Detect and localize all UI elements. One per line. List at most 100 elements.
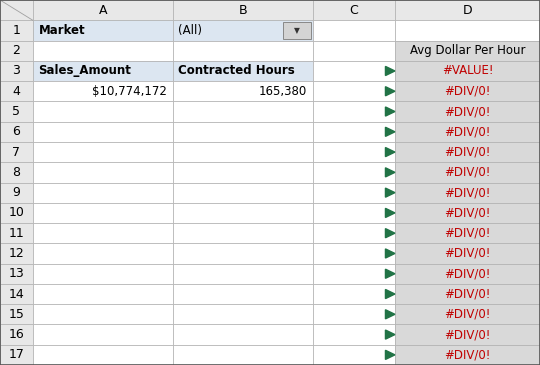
Bar	[313, 345, 395, 365]
Text: 165,380: 165,380	[259, 85, 307, 98]
Text: #DIV/0!: #DIV/0!	[444, 207, 491, 219]
Polygon shape	[386, 168, 395, 177]
Polygon shape	[386, 127, 395, 137]
Text: #DIV/0!: #DIV/0!	[444, 267, 491, 280]
Text: #DIV/0!: #DIV/0!	[444, 247, 491, 260]
Text: Market: Market	[38, 24, 85, 37]
Bar	[33, 304, 173, 324]
Bar	[0, 284, 33, 304]
Bar	[33, 142, 173, 162]
Bar	[313, 223, 395, 243]
Text: #DIV/0!: #DIV/0!	[444, 227, 491, 240]
Text: 5: 5	[12, 105, 21, 118]
Bar	[173, 243, 313, 264]
Bar	[284, 22, 311, 39]
Bar	[313, 304, 395, 324]
Text: 12: 12	[9, 247, 24, 260]
Bar	[173, 20, 313, 41]
Text: D: D	[463, 4, 472, 17]
Text: 4: 4	[12, 85, 21, 98]
Bar	[395, 101, 540, 122]
Text: #DIV/0!: #DIV/0!	[444, 146, 491, 158]
Polygon shape	[386, 330, 395, 339]
Bar	[173, 182, 313, 203]
Bar	[33, 243, 173, 264]
Bar	[313, 182, 395, 203]
Bar	[0, 41, 33, 61]
Text: 7: 7	[12, 146, 21, 158]
Bar	[33, 81, 173, 101]
Bar	[0, 223, 33, 243]
Text: 1: 1	[12, 24, 21, 37]
Bar	[395, 162, 540, 182]
Bar	[33, 122, 173, 142]
Polygon shape	[386, 208, 395, 218]
Text: A: A	[99, 4, 107, 17]
Bar	[173, 203, 313, 223]
Text: 8: 8	[12, 166, 21, 179]
Bar	[173, 304, 313, 324]
Bar	[0, 162, 33, 182]
Bar	[313, 61, 395, 81]
Bar	[33, 264, 173, 284]
Bar	[313, 101, 395, 122]
Text: #DIV/0!: #DIV/0!	[444, 288, 491, 300]
Text: 2: 2	[12, 44, 21, 57]
Bar	[33, 223, 173, 243]
Text: #VALUE!: #VALUE!	[442, 65, 493, 77]
Text: B: B	[239, 4, 247, 17]
Bar	[395, 284, 540, 304]
Text: #DIV/0!: #DIV/0!	[444, 186, 491, 199]
Text: #DIV/0!: #DIV/0!	[444, 308, 491, 321]
Bar	[173, 41, 313, 61]
Polygon shape	[386, 350, 395, 360]
Polygon shape	[386, 188, 395, 197]
Text: 9: 9	[12, 186, 21, 199]
Bar	[395, 243, 540, 264]
Bar	[173, 81, 313, 101]
Polygon shape	[386, 66, 395, 76]
Bar	[0, 122, 33, 142]
Bar	[33, 345, 173, 365]
Bar	[0, 20, 33, 41]
Bar	[173, 162, 313, 182]
Bar	[173, 122, 313, 142]
Bar	[173, 264, 313, 284]
Bar	[395, 41, 540, 61]
Text: #DIV/0!: #DIV/0!	[444, 348, 491, 361]
Bar	[0, 243, 33, 264]
Bar	[0, 304, 33, 324]
Bar	[173, 142, 313, 162]
Bar	[313, 162, 395, 182]
Bar	[173, 284, 313, 304]
Bar	[0, 101, 33, 122]
Bar	[173, 345, 313, 365]
Bar	[173, 0, 313, 20]
Bar	[33, 61, 173, 81]
Text: Contracted Hours: Contracted Hours	[178, 65, 295, 77]
Bar	[33, 162, 173, 182]
Polygon shape	[386, 228, 395, 238]
Text: C: C	[349, 4, 358, 17]
Text: 17: 17	[9, 348, 24, 361]
Bar	[313, 0, 395, 20]
Bar	[395, 223, 540, 243]
Bar	[395, 81, 540, 101]
Bar	[0, 61, 33, 81]
Bar	[395, 264, 540, 284]
Text: Avg Dollar Per Hour: Avg Dollar Per Hour	[410, 44, 525, 57]
Text: #DIV/0!: #DIV/0!	[444, 328, 491, 341]
Bar	[33, 182, 173, 203]
Text: #DIV/0!: #DIV/0!	[444, 85, 491, 98]
Bar	[395, 304, 540, 324]
Bar	[313, 324, 395, 345]
Text: 14: 14	[9, 288, 24, 300]
Bar	[313, 41, 395, 61]
Bar	[395, 345, 540, 365]
Bar	[313, 243, 395, 264]
Bar	[395, 203, 540, 223]
Bar	[33, 0, 173, 20]
Text: 6: 6	[12, 125, 21, 138]
Bar	[395, 61, 540, 81]
Bar	[33, 101, 173, 122]
